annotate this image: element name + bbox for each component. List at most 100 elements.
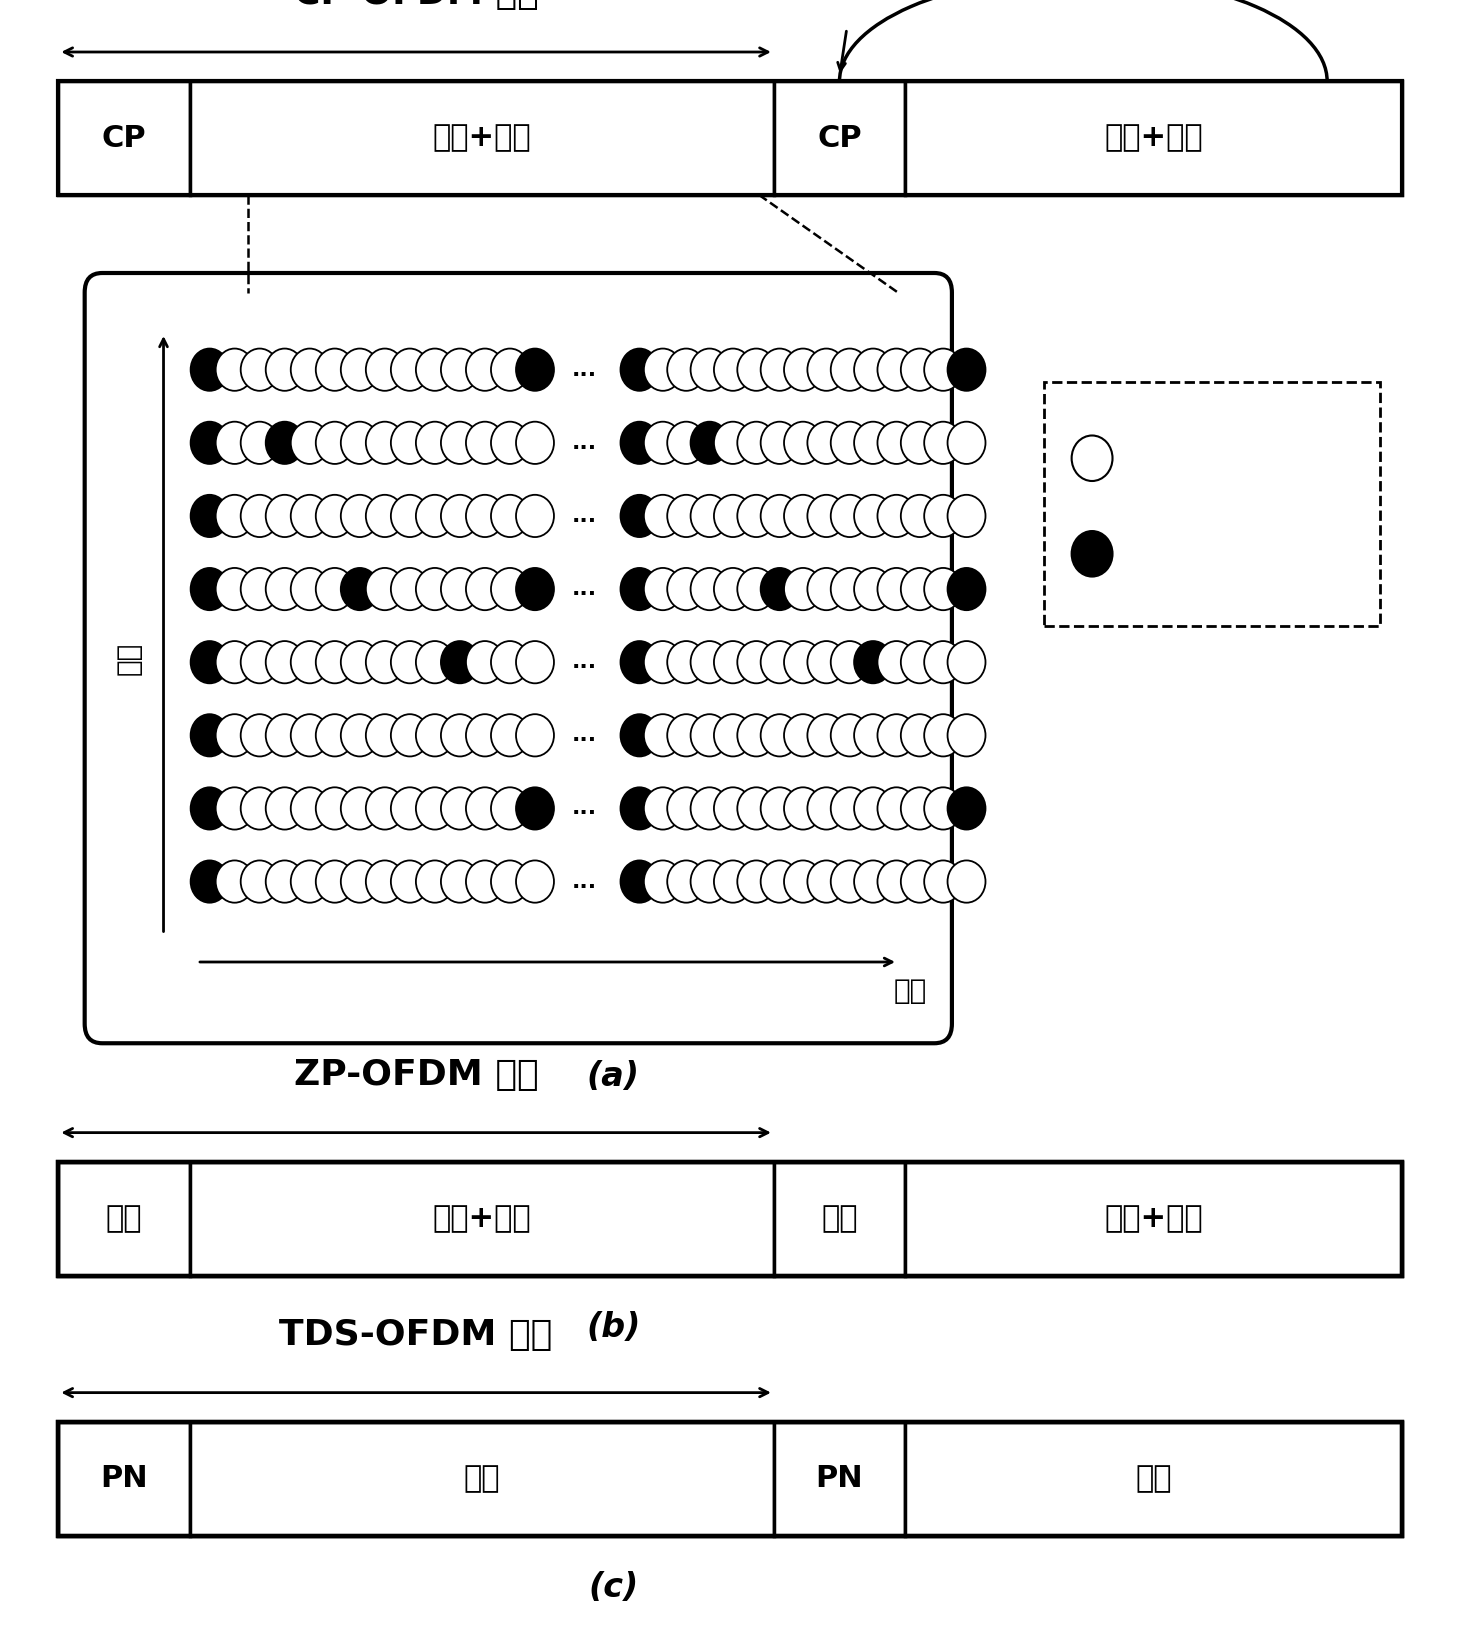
Circle shape	[315, 569, 353, 609]
Circle shape	[315, 494, 353, 538]
Circle shape	[216, 642, 254, 684]
Circle shape	[807, 788, 845, 830]
Circle shape	[854, 569, 892, 609]
Circle shape	[366, 569, 404, 609]
Circle shape	[714, 422, 752, 465]
Circle shape	[924, 494, 962, 538]
Circle shape	[877, 349, 915, 390]
Circle shape	[466, 715, 504, 757]
Circle shape	[761, 861, 799, 904]
Circle shape	[266, 349, 304, 390]
Text: 全零: 全零	[105, 1204, 143, 1233]
Circle shape	[266, 642, 304, 684]
Circle shape	[466, 642, 504, 684]
Circle shape	[620, 569, 658, 609]
Text: ...: ...	[571, 432, 597, 453]
Circle shape	[315, 788, 353, 830]
Circle shape	[620, 788, 658, 830]
Circle shape	[714, 494, 752, 538]
Text: 时间: 时间	[114, 642, 143, 674]
Circle shape	[241, 642, 279, 684]
Circle shape	[491, 494, 529, 538]
Circle shape	[644, 349, 682, 390]
Circle shape	[291, 861, 328, 904]
Text: ...: ...	[571, 578, 597, 600]
Circle shape	[340, 715, 378, 757]
Circle shape	[416, 422, 454, 465]
Circle shape	[644, 494, 682, 538]
Circle shape	[644, 715, 682, 757]
Circle shape	[691, 422, 729, 465]
Circle shape	[216, 715, 254, 757]
Circle shape	[515, 349, 553, 390]
Text: ...: ...	[571, 871, 597, 892]
Circle shape	[901, 788, 939, 830]
Circle shape	[924, 715, 962, 757]
Circle shape	[315, 715, 353, 757]
Circle shape	[340, 422, 378, 465]
Circle shape	[691, 715, 729, 757]
Text: ...: ...	[571, 505, 597, 526]
Circle shape	[667, 569, 705, 609]
Circle shape	[491, 349, 529, 390]
Circle shape	[191, 715, 229, 757]
Circle shape	[877, 788, 915, 830]
Circle shape	[948, 715, 986, 757]
Circle shape	[491, 569, 529, 609]
Circle shape	[761, 422, 799, 465]
Circle shape	[241, 569, 279, 609]
Circle shape	[441, 715, 479, 757]
Text: ZP-OFDM 符号: ZP-OFDM 符号	[293, 1058, 539, 1092]
Circle shape	[737, 642, 775, 684]
Circle shape	[340, 569, 378, 609]
Circle shape	[416, 494, 454, 538]
Circle shape	[854, 642, 892, 684]
Circle shape	[667, 861, 705, 904]
Bar	[58, 1162, 190, 1276]
Circle shape	[340, 642, 378, 684]
Circle shape	[416, 788, 454, 830]
Circle shape	[441, 788, 479, 830]
FancyBboxPatch shape	[85, 273, 952, 1043]
Text: 数据: 数据	[1136, 1464, 1172, 1493]
Circle shape	[620, 349, 658, 390]
Circle shape	[737, 494, 775, 538]
Bar	[774, 1422, 905, 1536]
Circle shape	[877, 422, 915, 465]
Circle shape	[854, 349, 892, 390]
Circle shape	[948, 642, 986, 684]
Circle shape	[948, 494, 986, 538]
Circle shape	[784, 349, 822, 390]
Circle shape	[948, 422, 986, 465]
Circle shape	[901, 422, 939, 465]
Circle shape	[761, 494, 799, 538]
Circle shape	[854, 715, 892, 757]
Circle shape	[241, 349, 279, 390]
Circle shape	[366, 715, 404, 757]
Circle shape	[315, 422, 353, 465]
Text: ...: ...	[571, 652, 597, 673]
Circle shape	[241, 715, 279, 757]
Circle shape	[667, 715, 705, 757]
Circle shape	[901, 642, 939, 684]
Text: 数据+导频: 数据+导频	[1104, 1204, 1203, 1233]
Text: 数据+导频: 数据+导频	[432, 124, 531, 153]
Circle shape	[620, 642, 658, 684]
Circle shape	[241, 494, 279, 538]
Circle shape	[877, 861, 915, 904]
Circle shape	[191, 349, 229, 390]
Circle shape	[901, 494, 939, 538]
Circle shape	[466, 422, 504, 465]
Text: PN: PN	[101, 1464, 147, 1493]
Circle shape	[366, 422, 404, 465]
Circle shape	[667, 349, 705, 390]
Circle shape	[340, 861, 378, 904]
Circle shape	[391, 715, 429, 757]
Bar	[58, 81, 190, 195]
Text: CP: CP	[818, 124, 861, 153]
Circle shape	[441, 861, 479, 904]
Circle shape	[491, 642, 529, 684]
Circle shape	[831, 788, 869, 830]
Circle shape	[667, 422, 705, 465]
Circle shape	[491, 422, 529, 465]
